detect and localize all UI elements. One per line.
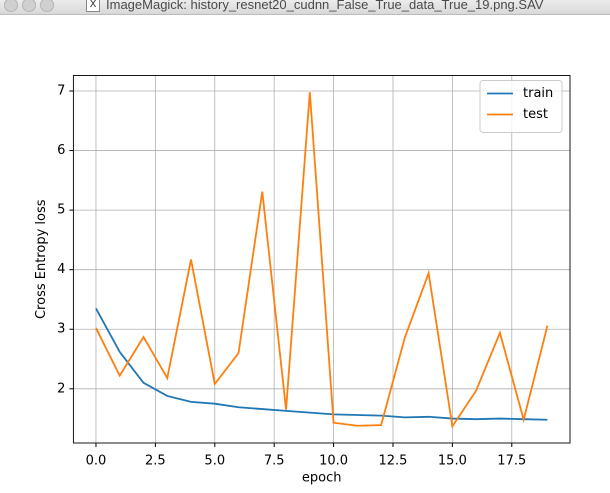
- x-tick-label: 0.0: [86, 454, 107, 469]
- window-titlebar: X ImageMagick: history_resnet20_cudnn_Fa…: [0, 0, 610, 15]
- axes-frame: [72, 75, 571, 444]
- y-tick-label: 3: [57, 322, 65, 337]
- y-tick-label: 7: [57, 83, 65, 98]
- x-tick-label: 17.5: [497, 454, 526, 469]
- legend-label: test: [523, 107, 548, 122]
- x-tick-label: 7.5: [264, 454, 285, 469]
- minimize-button[interactable]: [22, 0, 36, 12]
- window-title: ImageMagick: history_resnet20_cudnn_Fals…: [106, 0, 544, 12]
- x-tick-label: 2.5: [145, 454, 166, 469]
- x-tick-label: 12.5: [379, 454, 408, 469]
- y-tick-label: 2: [57, 381, 65, 396]
- app-icon: X: [86, 0, 100, 12]
- series-line: [95, 92, 549, 429]
- y-tick-label: 6: [57, 143, 65, 158]
- zoom-button[interactable]: [40, 0, 54, 12]
- x-tick-label: 10.0: [319, 454, 348, 469]
- y-tick-label: 5: [57, 203, 65, 218]
- y-tick-label: 4: [57, 262, 65, 277]
- y-axis-label: Cross Entropy loss: [34, 199, 49, 319]
- x-tick-label: 15.0: [438, 454, 467, 469]
- x-tick-label: 5.0: [204, 454, 225, 469]
- series-line: [95, 307, 548, 421]
- legend-label: train: [523, 86, 553, 101]
- legend: train test: [479, 80, 563, 133]
- x-axis-label: epoch: [302, 471, 342, 486]
- close-button[interactable]: [4, 0, 18, 12]
